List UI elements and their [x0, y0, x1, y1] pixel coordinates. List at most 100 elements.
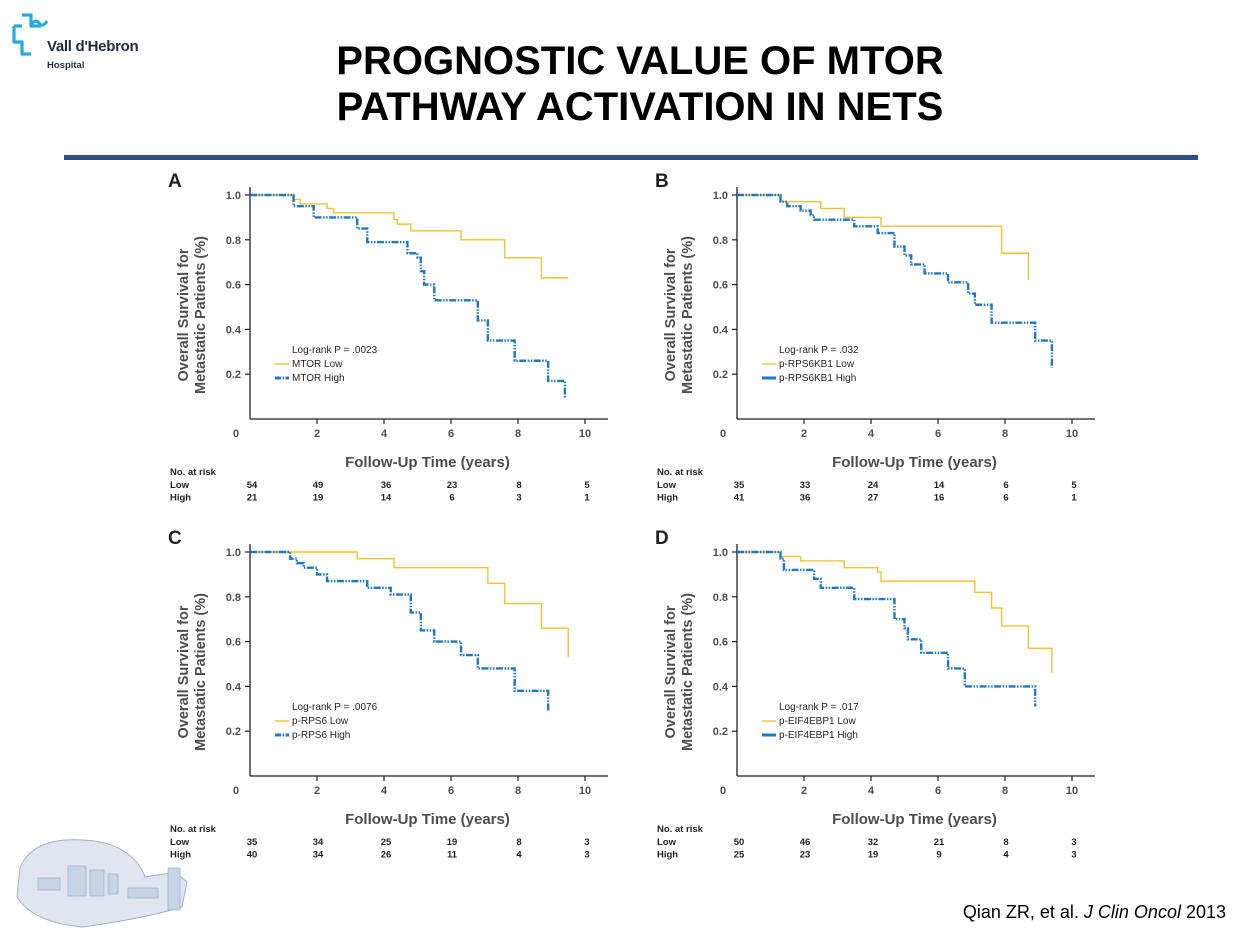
y-tick-label: 0.8: [226, 592, 241, 604]
at-risk-value: 33: [800, 480, 811, 491]
at-risk-value: 32: [868, 837, 879, 848]
y-tick-label: 0.2: [713, 369, 728, 381]
at-risk-value: 19: [868, 850, 879, 861]
y-axis-label: Overall Survival forMetastatic Patients …: [663, 593, 696, 751]
at-risk-value: 5: [1071, 480, 1077, 491]
legend-title: Log-rank P = .0023: [292, 345, 378, 356]
at-risk-value: 4: [1003, 850, 1009, 861]
at-risk-row-label: Low: [657, 837, 677, 848]
x-tick-label: 2: [314, 785, 320, 797]
at-risk-row-label: High: [657, 493, 678, 504]
survival-curve-high: [250, 550, 550, 712]
y-tick-label: 0.2: [226, 369, 241, 381]
survival-curve-low: [737, 194, 1030, 281]
at-risk-value: 3: [1071, 837, 1076, 848]
citation-year: 2013: [1180, 902, 1226, 922]
at-risk-value: 4: [516, 850, 522, 861]
x-axis-label: Follow-Up Time (years): [345, 811, 510, 828]
panel-letter: B: [655, 171, 669, 192]
logo-name: Vall d'Hebron: [47, 38, 139, 55]
at-risk-value: 41: [734, 493, 745, 504]
at-risk-value: 6: [449, 493, 454, 504]
at-risk-value: 3: [516, 493, 521, 504]
y-tick-label: 0.8: [226, 235, 241, 247]
x-tick-label: 6: [935, 428, 941, 440]
y-tick-label: 0.6: [226, 280, 241, 292]
y-tick-label: 0.8: [713, 592, 728, 604]
at-risk-value: 8: [516, 480, 521, 491]
at-risk-value: 46: [800, 837, 811, 848]
at-risk-value: 34: [313, 837, 324, 848]
at-risk-value: 50: [734, 837, 745, 848]
at-risk-value: 25: [734, 850, 745, 861]
at-risk-row-label: High: [170, 850, 191, 861]
at-risk-value: 1: [584, 493, 590, 504]
at-risk-value: 34: [313, 850, 324, 861]
x-tick-label: 0: [720, 785, 726, 797]
at-risk-value: 1: [1071, 493, 1077, 504]
citation-journal: J Clin Oncol: [1083, 902, 1181, 922]
legend-label-high: MTOR High: [292, 373, 345, 384]
at-risk-value: 49: [313, 480, 324, 491]
at-risk-value: 14: [934, 480, 945, 491]
survival-curve-high: [737, 550, 1037, 707]
x-axis-label: Follow-Up Time (years): [345, 454, 510, 471]
title-line-1: PROGNOSTIC VALUE OF MTOR: [336, 39, 944, 83]
panel-letter: C: [168, 528, 182, 549]
at-risk-value: 25: [381, 837, 392, 848]
x-axis-label: Follow-Up Time (years): [832, 811, 997, 828]
cross-wave-icon: [12, 13, 48, 56]
y-tick-label: 0.4: [713, 324, 729, 336]
at-risk-value: 54: [247, 480, 258, 491]
y-tick-label: 0.2: [713, 726, 728, 738]
at-risk-value: 8: [516, 837, 521, 848]
x-tick-label: 10: [579, 428, 591, 440]
x-tick-label: 2: [314, 428, 320, 440]
citation: Qian ZR, et al. J Clin Oncol 2013: [963, 902, 1226, 923]
at-risk-row-label: High: [170, 493, 191, 504]
at-risk-header: No. at risk: [657, 467, 704, 478]
y-tick-label: 1.0: [713, 190, 728, 202]
at-risk-row-label: Low: [170, 480, 190, 491]
x-tick-label: 10: [1066, 428, 1078, 440]
legend-label-low: p-EIF4EBP1 Low: [779, 716, 856, 727]
panel-letter: A: [168, 171, 182, 192]
x-tick-label: 6: [448, 428, 454, 440]
at-risk-value: 26: [381, 850, 392, 861]
x-tick-label: 6: [448, 785, 454, 797]
x-tick-label: 0: [233, 428, 239, 440]
x-tick-label: 10: [1066, 785, 1078, 797]
at-risk-value: 6: [1003, 493, 1008, 504]
legend-title: Log-rank P = .017: [779, 702, 859, 713]
at-risk-value: 9: [936, 850, 941, 861]
legend-label-high: p-RPS6 High: [292, 730, 350, 741]
citation-authors: Qian ZR, et al.: [962, 902, 1084, 922]
legend-label-low: MTOR Low: [292, 359, 343, 370]
x-tick-label: 4: [868, 785, 875, 797]
at-risk-header: No. at risk: [170, 824, 217, 835]
x-tick-label: 4: [381, 785, 388, 797]
legend-label-low: p-RPS6 Low: [292, 716, 349, 727]
at-risk-row-label: High: [657, 850, 678, 861]
survival-curve-high: [250, 193, 567, 399]
at-risk-value: 3: [1071, 850, 1076, 861]
at-risk-value: 6: [1003, 480, 1008, 491]
at-risk-value: 35: [247, 837, 258, 848]
x-axis-label: Follow-Up Time (years): [832, 454, 997, 471]
hospital-building-illustration: [16, 839, 188, 928]
x-tick-label: 8: [1002, 428, 1008, 440]
y-axis-label: Overall Survival forMetastatic Patients …: [176, 236, 209, 394]
x-tick-label: 8: [1002, 785, 1008, 797]
at-risk-value: 8: [1003, 837, 1008, 848]
x-tick-label: 2: [801, 428, 807, 440]
y-tick-label: 0.4: [226, 324, 242, 336]
legend-label-high: p-EIF4EBP1 High: [779, 730, 858, 741]
at-risk-value: 19: [313, 493, 324, 504]
survival-curve-low: [250, 194, 569, 279]
legend-title: Log-rank P = .0076: [292, 702, 378, 713]
x-tick-label: 8: [515, 428, 521, 440]
survival-curve-low: [737, 551, 1053, 673]
y-tick-label: 1.0: [226, 190, 241, 202]
y-axis-label: Overall Survival forMetastatic Patients …: [176, 593, 209, 751]
